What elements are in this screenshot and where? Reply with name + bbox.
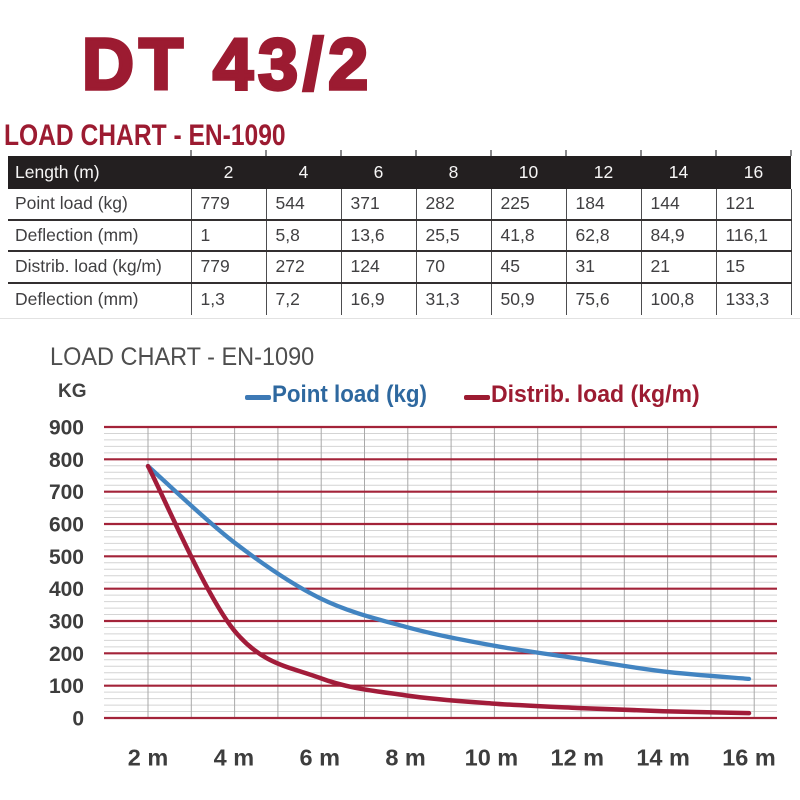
legend-line-sample-red (464, 395, 490, 400)
table-cell-value: 779 (190, 250, 266, 283)
table-header-length: 8 (416, 156, 491, 189)
page-title: DT 43/2 (80, 25, 374, 105)
table-row-label: Deflection (mm) (8, 281, 191, 315)
table-cell-value: 133,3 (715, 281, 792, 315)
table-cell-value: 21 (640, 250, 716, 283)
column-divider-tick (715, 150, 717, 156)
y-axis-tick-label: 400 (49, 578, 84, 601)
table-cell-value: 116,1 (715, 218, 792, 251)
column-divider-tick (490, 150, 492, 156)
table-cell-value: 779 (190, 189, 266, 220)
column-divider-tick (265, 150, 267, 156)
x-axis-tick-label: 12 m (551, 745, 605, 771)
y-axis-tick-label: 500 (49, 546, 84, 569)
table-cell-value: 144 (640, 189, 716, 220)
column-divider-tick (415, 150, 417, 156)
table-row: Distrib. load (kg/m) 779 272 124 70 45 31 21 15 (8, 250, 792, 283)
y-axis-tick-label: 200 (49, 643, 84, 666)
column-divider-tick (340, 150, 342, 156)
column-divider-tick (190, 150, 192, 156)
y-axis-tick-label: 800 (49, 449, 84, 472)
table-cell-value: 41,8 (490, 218, 566, 251)
load-table: Length (m) 2 4 6 8 10 12 14 16 Point load (kg) 77… (8, 156, 792, 315)
x-axis-tick-label: 2 m (128, 745, 169, 771)
table-row-label: Point load (kg) (8, 189, 191, 220)
y-axis-tick-label: 600 (49, 514, 84, 537)
table-header-length: 6 (341, 156, 416, 189)
table-cell-value: 70 (415, 250, 491, 283)
column-divider-tick (640, 150, 642, 156)
x-axis-tick-label: 8 m (385, 745, 426, 771)
table-cell-value: 16,9 (340, 281, 416, 315)
table-cell-value: 371 (340, 189, 416, 220)
chart-title: LOAD CHART - EN-1090 (50, 343, 315, 371)
table-row-label: Distrib. load (kg/m) (8, 250, 191, 283)
table-header-label: Length (m) (8, 156, 191, 189)
y-axis-tick-label: 700 (49, 481, 84, 504)
section-heading: LOAD CHART - EN-1090 (4, 119, 286, 152)
table-cell-value: 84,9 (640, 218, 716, 251)
table-cell-value: 5,8 (265, 218, 341, 251)
table-header-length: 10 (491, 156, 566, 189)
table-cell-value: 13,6 (340, 218, 416, 251)
x-axis-tick-label: 10 m (465, 745, 519, 771)
y-axis-tick-label: 0 (72, 708, 84, 731)
x-axis-tick-label: 6 m (299, 745, 340, 771)
table-header-length: 4 (266, 156, 341, 189)
column-divider-tick (790, 150, 792, 156)
y-axis-tick-label: 300 (49, 611, 84, 634)
table-cell-value: 31 (565, 250, 641, 283)
divider-line (0, 318, 800, 319)
table-cell-value: 1 (190, 218, 266, 251)
y-axis-tick-label: 100 (49, 675, 84, 698)
legend-label: Distrib. load (kg/m) (491, 380, 700, 408)
table-cell-value: 7,2 (265, 281, 341, 315)
table-cell-value: 124 (340, 250, 416, 283)
table-cell-value: 45 (490, 250, 566, 283)
table-cell-value: 121 (715, 189, 792, 220)
table-header-length: 16 (716, 156, 791, 189)
x-axis-tick-label: 16 m (722, 745, 776, 771)
table-cell-value: 225 (490, 189, 566, 220)
y-axis-tick-label: 900 (49, 417, 84, 440)
table-cell-value: 272 (265, 250, 341, 283)
table-cell-value: 31,3 (415, 281, 491, 315)
table-cell-value: 15 (715, 250, 792, 283)
legend-item-point-load: Point load (kg) (245, 380, 439, 408)
table-row: Point load (kg) 779 544 371 282 225 184 144 121 (8, 189, 792, 220)
table-cell-value: 75,6 (565, 281, 641, 315)
table-header-length: 12 (566, 156, 641, 189)
table-header-length: 2 (191, 156, 266, 189)
legend-item-distrib-load: Distrib. load (kg/m) (464, 380, 708, 408)
table-cell-value: 50,9 (490, 281, 566, 315)
legend-line-sample-blue (245, 395, 271, 400)
table-row: Deflection (mm) 1,3 7,2 16,9 31,3 50,9 75,6 100… (8, 281, 792, 315)
x-axis-tick-label: 4 m (214, 745, 255, 771)
table-row: Deflection (mm) 1 5,8 13,6 25,5 41,8 62,8 84,9 1… (8, 218, 792, 251)
table-cell-value: 25,5 (415, 218, 491, 251)
table-header-row: Length (m) 2 4 6 8 10 12 14 16 (8, 156, 791, 189)
table-cell-value: 544 (265, 189, 341, 220)
y-axis-unit-label: KG (58, 381, 87, 402)
table-row-label: Deflection (mm) (8, 218, 191, 251)
table-cell-value: 62,8 (565, 218, 641, 251)
table-cell-value: 100,8 (640, 281, 716, 315)
x-axis-tick-label: 14 m (636, 745, 690, 771)
series-curve-distrib-load (145, 463, 752, 716)
series-curve-point-load (145, 463, 752, 682)
table-cell-value: 282 (415, 189, 491, 220)
table-header-length: 14 (641, 156, 716, 189)
table-cell-value: 1,3 (190, 281, 266, 315)
legend-label: Point load (kg) (272, 380, 427, 408)
column-divider-tick (565, 150, 567, 156)
table-cell-value: 184 (565, 189, 641, 220)
